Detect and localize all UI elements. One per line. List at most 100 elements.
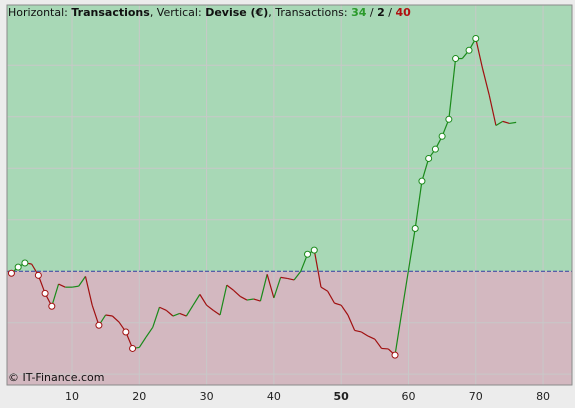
- line-segment: [340, 304, 349, 316]
- line-segment: [394, 312, 403, 356]
- line-segment: [71, 285, 79, 288]
- marker: [431, 145, 439, 153]
- markers: [7, 34, 480, 359]
- line-segment: [313, 249, 322, 288]
- line-segment: [502, 120, 510, 125]
- line-segment: [381, 347, 389, 350]
- line-segment: [233, 289, 241, 297]
- line-segment: [159, 306, 167, 311]
- line-segment: [334, 302, 342, 306]
- line-segment: [111, 315, 120, 323]
- marker: [48, 302, 56, 310]
- plot-frame: [6, 4, 573, 386]
- marker: [41, 289, 49, 297]
- caption-part: Transactions: [71, 6, 150, 19]
- line-segment: [401, 270, 410, 313]
- marker: [411, 224, 419, 232]
- x-tick-label: 60: [401, 390, 415, 403]
- line-segment: [293, 270, 302, 281]
- line-segment: [280, 276, 288, 280]
- marker: [14, 263, 22, 271]
- line-segment: [84, 276, 93, 306]
- line-segment: [179, 312, 187, 317]
- caption-part: /: [385, 6, 396, 19]
- line-segment: [199, 294, 208, 306]
- line-segment: [320, 286, 329, 292]
- line-segment: [407, 228, 416, 271]
- marker: [95, 321, 103, 329]
- line-segment: [192, 294, 201, 306]
- line-segment: [259, 274, 268, 302]
- x-tick-label: 70: [469, 390, 483, 403]
- line-segment: [488, 94, 497, 126]
- line-segment: [58, 283, 66, 288]
- marker: [34, 271, 42, 279]
- line-segment: [495, 120, 504, 126]
- zone-above: [7, 5, 572, 272]
- line-segment: [327, 290, 335, 304]
- x-tick-label: 50: [334, 390, 350, 403]
- line-segment: [374, 338, 383, 349]
- marker: [438, 132, 446, 140]
- marker: [129, 344, 137, 352]
- caption-part: 40: [396, 6, 412, 19]
- line-segment: [266, 274, 275, 299]
- line-segment: [347, 314, 356, 331]
- background: [7, 5, 572, 385]
- x-tick-label: 10: [65, 390, 79, 403]
- caption-part: /: [366, 6, 377, 19]
- line-segment: [367, 335, 376, 340]
- zone-below: [7, 271, 572, 385]
- line-segment: [91, 304, 100, 326]
- line-segment: [185, 304, 194, 317]
- line-segment: [414, 181, 423, 229]
- caption-part: , Vertical:: [150, 6, 205, 19]
- line-segment: [361, 331, 369, 337]
- watermark: © IT-Finance.com: [8, 371, 105, 384]
- line-segment: [448, 58, 457, 120]
- line-segment: [105, 314, 113, 317]
- marker: [391, 351, 399, 359]
- line-segment: [152, 307, 161, 328]
- caption-part: 34: [351, 6, 367, 19]
- line-segment: [421, 158, 430, 182]
- grid: [7, 5, 572, 385]
- chart-caption: Horizontal: Transactions, Vertical: Devi…: [8, 6, 411, 19]
- caption-part: , Transactions:: [268, 6, 351, 19]
- marker: [452, 55, 460, 63]
- marker: [21, 259, 29, 267]
- marker: [445, 115, 453, 123]
- line-segment: [253, 298, 261, 302]
- line-segment: [219, 284, 228, 316]
- x-tick-label: 30: [200, 390, 214, 403]
- marker: [310, 246, 318, 254]
- line-segment: [78, 276, 86, 287]
- line-segment: [475, 38, 484, 69]
- line-segment: [481, 68, 490, 96]
- x-tick-label: 40: [267, 390, 281, 403]
- caption-part: 2: [377, 6, 385, 19]
- line-segment: [206, 304, 214, 311]
- caption-part: Horizontal:: [8, 6, 71, 19]
- line-segment: [51, 283, 60, 307]
- x-tick-label: 20: [132, 390, 146, 403]
- marker: [304, 250, 312, 258]
- line-segment: [273, 277, 282, 299]
- line-segment: [509, 121, 517, 125]
- marker: [425, 154, 433, 162]
- x-tick-label: 80: [536, 390, 550, 403]
- line-segment: [239, 295, 248, 301]
- line-segment: [246, 298, 254, 301]
- marker: [472, 34, 480, 42]
- marker: [418, 177, 426, 185]
- line-segment: [354, 329, 362, 333]
- line-segment: [212, 309, 221, 316]
- line-segment: [165, 309, 174, 317]
- marker: [7, 269, 15, 277]
- line-segment: [145, 326, 154, 338]
- line-segment: [172, 312, 180, 317]
- line-segment: [226, 284, 234, 291]
- marker: [465, 46, 473, 54]
